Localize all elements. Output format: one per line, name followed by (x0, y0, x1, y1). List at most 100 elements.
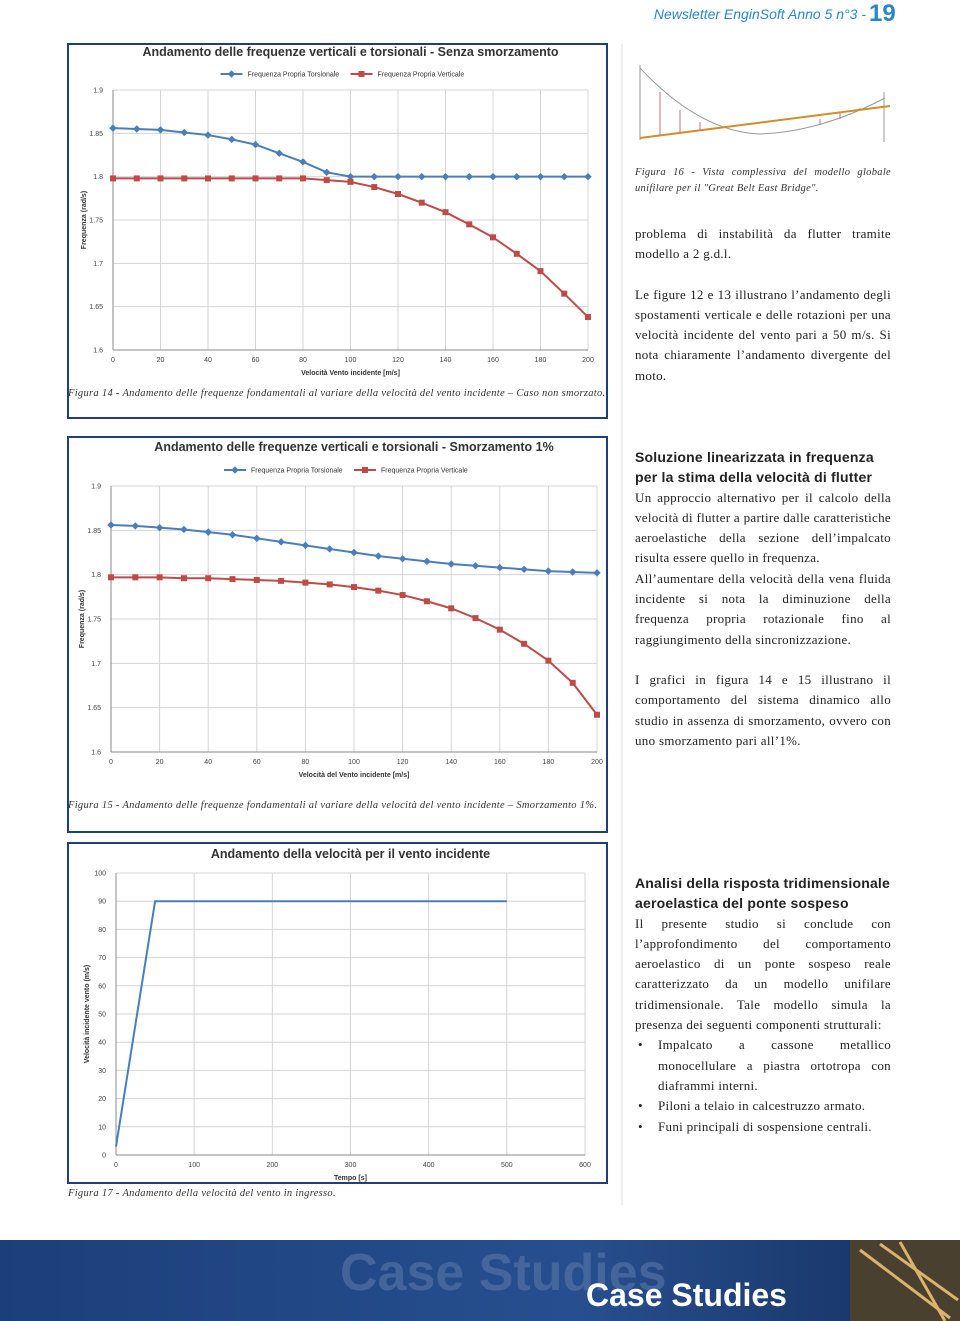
data-point (110, 175, 116, 182)
x-tick-label: 200 (582, 357, 594, 364)
data-point (229, 576, 236, 583)
data-point (107, 521, 115, 529)
paragraph: All’aumentare della velocità della vena … (635, 570, 891, 647)
header-title: Newsletter EnginSoft Anno 5 n°3 - (654, 6, 866, 22)
data-point (133, 125, 141, 133)
data-point (299, 158, 307, 166)
banner-ghost-text: Case Studies (340, 1244, 667, 1302)
chart-title: Andamento delle frequenze verticali e to… (142, 45, 558, 59)
x-tick-label: 60 (252, 357, 260, 364)
data-point (496, 626, 503, 633)
y-tick-label: 100 (94, 871, 106, 878)
x-tick-label: 400 (423, 1162, 435, 1169)
data-point (513, 172, 521, 181)
y-tick-label: 1.65 (89, 304, 103, 311)
data-point (346, 172, 355, 181)
y-tick-label: 80 (98, 927, 106, 934)
data-point (466, 221, 473, 228)
x-tick-label: 100 (188, 1162, 200, 1169)
paragraph: Un approccio alternativo per il calcolo … (635, 489, 891, 566)
data-point (350, 548, 358, 557)
list-item: Piloni a telaio in calcestruzzo armato. (638, 1096, 891, 1117)
y-tick-label: 1.9 (93, 88, 103, 95)
banner-image (850, 1240, 960, 1321)
data-point (180, 128, 188, 137)
y-tick-label: 1.75 (89, 218, 103, 225)
chart-frame (67, 436, 608, 833)
data-point (180, 575, 187, 582)
data-point (351, 584, 357, 591)
figure-caption: Figura 14 - Andamento delle frequenze fo… (68, 388, 606, 399)
x-tick-label: 20 (157, 357, 165, 364)
data-point (347, 178, 354, 185)
legend-marker (231, 466, 239, 474)
paragraph: Il presente studio si conclude con l’app… (635, 915, 891, 1033)
data-point (448, 605, 455, 612)
data-point (394, 172, 402, 181)
x-tick-label: 40 (204, 759, 212, 766)
x-tick-label: 0 (109, 759, 113, 766)
series-line (115, 900, 507, 1147)
data-point (560, 172, 568, 181)
data-point (561, 290, 568, 297)
x-tick-label: 20 (156, 759, 164, 766)
data-point (447, 560, 455, 568)
data-point (593, 569, 601, 577)
y-tick-label: 0 (102, 1153, 106, 1160)
data-point (253, 534, 261, 543)
data-point (537, 268, 544, 275)
banner-text: Case Studies (586, 1277, 787, 1313)
x-tick-label: 120 (397, 759, 409, 766)
x-tick-label: 180 (535, 357, 547, 364)
chart-frame (67, 842, 608, 1184)
data-point (157, 175, 164, 182)
page-number: 19 (869, 0, 896, 27)
y-tick-label: 40 (98, 1040, 106, 1047)
figure-caption: Figura 17 - Andamento della velocità del… (68, 1188, 336, 1199)
x-tick-label: 80 (299, 357, 307, 364)
legend-marker (227, 70, 236, 78)
y-tick-label: 20 (98, 1096, 106, 1103)
x-tick-label: 40 (204, 357, 212, 364)
section-heading: Analisi della risposta tridimensionale a… (635, 875, 891, 912)
data-point (181, 175, 188, 182)
footer-banner (0, 1240, 960, 1321)
data-point (325, 545, 334, 553)
legend-label: Frequenza Propria Torsionale (248, 72, 340, 79)
data-point (375, 587, 382, 594)
data-point (465, 172, 473, 181)
data-point (442, 209, 449, 216)
legend-label: Frequenza Propria Torsionale (251, 468, 343, 475)
data-point (370, 172, 378, 181)
data-point (585, 314, 591, 321)
chart: Andamento delle frequenze verticali e to… (67, 43, 608, 419)
data-point (133, 175, 140, 182)
bullet-list: Impalcato a cassone metallico monocellul… (635, 1035, 891, 1137)
data-point (441, 172, 450, 181)
data-point (156, 126, 165, 134)
data-point (228, 531, 237, 539)
data-point (108, 574, 114, 581)
legend-marker (362, 467, 368, 473)
data-point (275, 149, 283, 157)
list-item: Impalcato a cassone metallico monocellul… (638, 1035, 891, 1096)
data-point (545, 657, 552, 664)
data-point (423, 557, 431, 566)
data-point (398, 554, 407, 563)
text-column: problema di instabilità da flutter trami… (635, 224, 891, 386)
data-point (520, 565, 528, 574)
data-point (205, 575, 212, 582)
x-tick-label: 200 (266, 1162, 278, 1169)
x-tick-label: 140 (445, 759, 457, 766)
x-tick-label: 0 (114, 1162, 118, 1169)
section-heading: Soluzione linearizzata in frequenza per … (635, 449, 874, 486)
x-tick-label: 60 (253, 759, 261, 766)
data-point (156, 574, 163, 581)
y-tick-label: 1.85 (89, 131, 103, 138)
data-point (277, 538, 285, 546)
x-tick-label: 500 (501, 1162, 513, 1169)
x-tick-label: 160 (487, 357, 499, 364)
data-point (278, 577, 285, 584)
paragraph: I grafici in figura 14 e 15 illustrano i… (635, 671, 891, 748)
